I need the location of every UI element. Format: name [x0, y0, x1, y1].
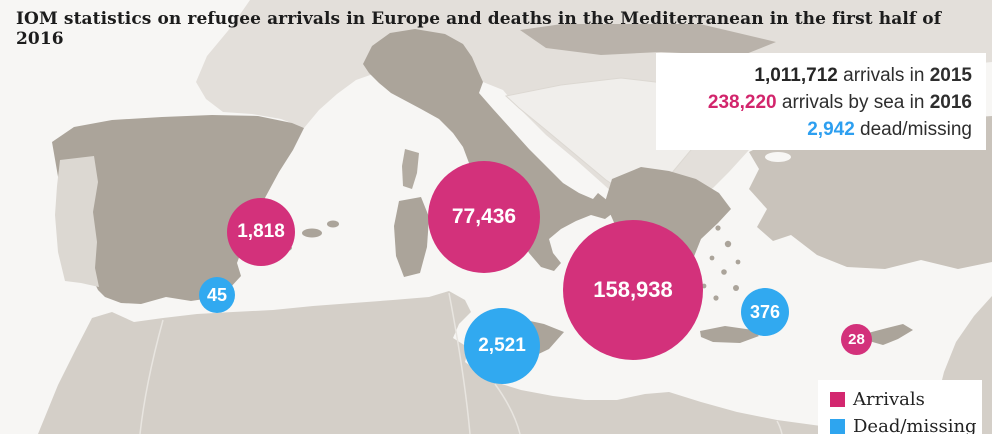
sea-of-marmara [765, 152, 791, 162]
stats-line-dead-2016: 2,942 dead/missing [666, 116, 972, 143]
land-turkey [749, 116, 992, 269]
legend-item-dead-missing: Dead/missing [830, 417, 982, 434]
stats-line-arrivals-2016: 238,220 arrivals by sea in 2016 [666, 89, 972, 116]
land-corsica [402, 149, 419, 189]
arrivals-swatch-icon [830, 392, 845, 407]
land-portugal [55, 156, 99, 287]
bubble-arrivals-cyprus: 28 [841, 324, 872, 355]
stats-value-dead-2016: 2,942 [807, 119, 855, 140]
land-north-africa [38, 291, 992, 434]
dead-missing-swatch-icon [830, 419, 845, 434]
bubble-arrivals-greece: 158,938 [563, 220, 703, 360]
page-title: IOM statistics on refugee arrivals in Eu… [16, 9, 942, 49]
legend-item-arrivals: Arrivals [830, 390, 982, 409]
land-spain [52, 115, 304, 304]
bubble-value: 45 [206, 284, 228, 305]
bubble-dead-aegean: 376 [741, 288, 789, 336]
bubble-dead-central-med: 2,521 [464, 308, 540, 384]
bubble-arrivals-italy: 77,436 [428, 161, 540, 273]
legend-label-dead-missing: Dead/missing [853, 416, 977, 434]
stats-line-arrivals-2015: 1,011,712 arrivals in 2015 [666, 62, 972, 89]
stats-year-2016: 2016 [929, 92, 972, 113]
land-cyprus [868, 324, 913, 345]
stats-year-2015: 2015 [929, 65, 972, 86]
bubble-arrivals-spain: 1,818 [227, 198, 295, 266]
bubble-value: 2,521 [478, 335, 526, 356]
country-border-lines [139, 292, 783, 434]
bubble-value: 28 [848, 331, 865, 348]
stats-value-arrivals-2015: 1,011,712 [754, 65, 838, 86]
legend-label-arrivals: Arrivals [853, 389, 925, 410]
bubble-value: 77,436 [451, 205, 517, 228]
legend: Arrivals Dead/missing [818, 380, 982, 434]
bubble-dead-western-med: 45 [199, 277, 235, 313]
land-italy [363, 29, 613, 271]
stats-box: 1,011,712 arrivals in 2015 238,220 arriv… [656, 53, 986, 150]
bubble-value: 376 [749, 301, 781, 322]
stats-label-arrivals-2016: arrivals by sea in [776, 92, 930, 113]
bubble-value: 158,938 [593, 277, 673, 302]
stats-label-arrivals-2015: arrivals in [837, 65, 930, 86]
bubble-value: 1,818 [237, 221, 285, 242]
land-crete [700, 326, 759, 343]
land-sardinia [394, 197, 429, 277]
stats-value-arrivals-2016: 238,220 [707, 92, 777, 113]
stats-label-dead-2016: dead/missing [854, 119, 972, 140]
land-central-europe-patch [520, 24, 776, 56]
